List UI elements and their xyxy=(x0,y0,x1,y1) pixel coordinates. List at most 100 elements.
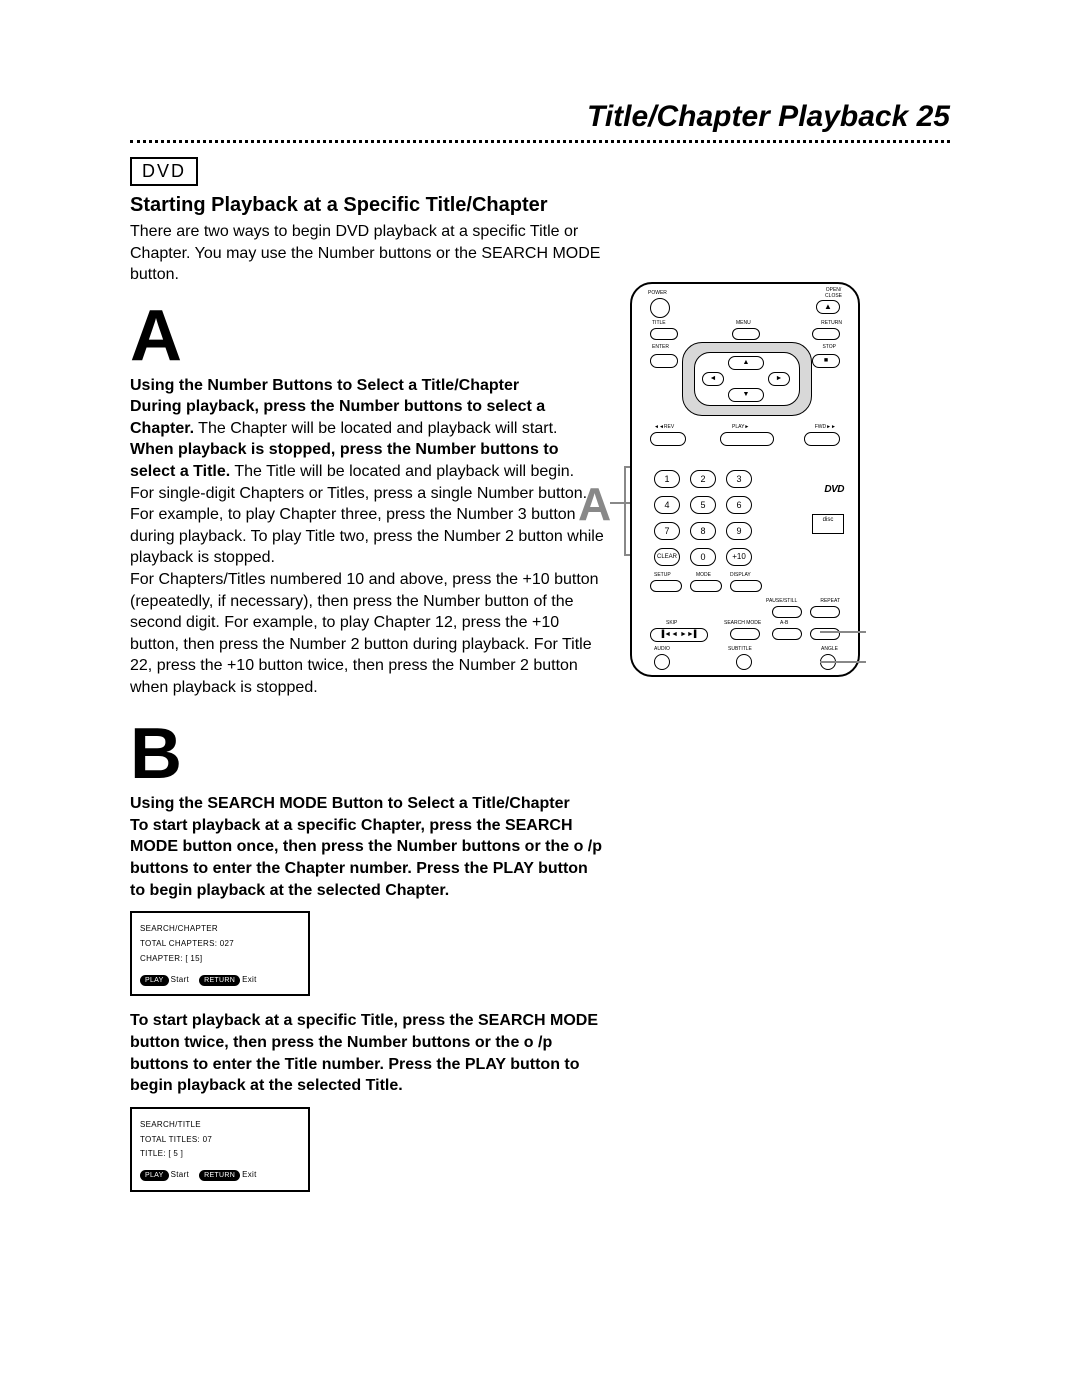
num-4: 4 xyxy=(654,496,680,514)
osd2-footer: PLAYStart RETURNExit xyxy=(140,1169,300,1182)
intro-text: There are two ways to begin DVD playback… xyxy=(130,221,610,286)
section-a-p2-rest: The Title will be located and playback w… xyxy=(230,463,574,480)
menu-button xyxy=(732,328,760,340)
callout-b-line-1 xyxy=(820,631,866,633)
search-label: SEARCH MODE xyxy=(724,620,761,626)
section-b-letter: B xyxy=(130,722,950,787)
osd2-l1: SEARCH/TITLE xyxy=(140,1119,300,1132)
dvd-badge: DVD xyxy=(130,157,198,186)
osd-box-chapter: SEARCH/CHAPTER TOTAL CHAPTERS: 027 CHAPT… xyxy=(130,911,310,996)
num-3: 3 xyxy=(726,470,752,488)
num-5: 5 xyxy=(690,496,716,514)
mode-label: MODE xyxy=(696,572,711,578)
setup-label: SETUP xyxy=(654,572,671,578)
ab-button xyxy=(772,628,802,640)
power-label: POWER xyxy=(648,290,667,296)
callout-a-bracket xyxy=(624,466,626,556)
display-label: DISPLAY xyxy=(730,572,751,578)
enter-label: ENTER xyxy=(652,344,669,350)
num-6: 6 xyxy=(726,496,752,514)
callout-b-line-2 xyxy=(820,661,866,663)
callout-a: A xyxy=(578,477,611,531)
ab-label: A-B xyxy=(780,620,788,626)
section-a-p1-rest: The Chapter will be located and playback… xyxy=(194,420,557,437)
osd1-return-pill: RETURN xyxy=(199,975,240,986)
dpad-down: ▼ xyxy=(728,388,764,402)
plus10-button: +10 xyxy=(726,548,752,566)
stop-button: ■ xyxy=(812,354,840,368)
section-b-sub: Using the SEARCH MODE Button to Select a… xyxy=(130,795,570,812)
audio-button xyxy=(654,654,670,670)
skip-label: SKIP xyxy=(666,620,677,626)
rev-button xyxy=(650,432,686,446)
num-2: 2 xyxy=(690,470,716,488)
setup-button xyxy=(650,580,682,592)
return-label: RETURN xyxy=(821,320,842,326)
clear-button: CLEAR xyxy=(654,548,680,566)
page-title: Title/Chapter Playback 25 xyxy=(130,100,950,134)
menu-label: MENU xyxy=(736,320,751,326)
osd1-play-pill: PLAY xyxy=(140,975,169,986)
num-1: 1 xyxy=(654,470,680,488)
osd1-exit: Exit xyxy=(242,975,257,984)
osd1-l2: TOTAL CHAPTERS: 027 xyxy=(140,938,300,951)
divider-dots xyxy=(130,140,950,143)
title-label: TITLE xyxy=(652,320,666,326)
skip-buttons: ▐◄◄ ►►▌ xyxy=(650,628,708,642)
play-button xyxy=(720,432,774,446)
subtitle-button xyxy=(736,654,752,670)
osd2-return-pill: RETURN xyxy=(199,1170,240,1181)
play-label: PLAY► xyxy=(732,424,749,430)
search-mode-button xyxy=(730,628,760,640)
rev-label: ◄◄REV xyxy=(654,424,674,430)
section-b-p1: To start playback at a specific Chapter,… xyxy=(130,817,602,899)
open-label: OPEN/ CLOSE xyxy=(825,287,842,299)
pause-label: PAUSE/STILL xyxy=(766,598,797,604)
dpad-up: ▲ xyxy=(728,356,764,370)
stop-label: STOP xyxy=(822,344,836,350)
section-a-body: Using the Number Buttons to Select a Tit… xyxy=(130,375,605,699)
num-9: 9 xyxy=(726,522,752,540)
dvd-logo: DVD xyxy=(824,484,844,495)
repeat2-button xyxy=(810,628,840,640)
osd1-footer: PLAYStart RETURNExit xyxy=(140,974,300,987)
section-a-p4: For Chapters/Titles numbered 10 and abov… xyxy=(130,571,599,696)
repeat-label: REPEAT xyxy=(820,598,840,604)
open-button: ▲ xyxy=(816,300,840,314)
osd2-start: Start xyxy=(171,1170,189,1179)
power-button xyxy=(650,298,670,318)
dpad-left: ◄ xyxy=(702,372,724,386)
page-title-text: Title/Chapter Playback xyxy=(587,100,908,133)
fwd-label: FWD►► xyxy=(815,424,836,430)
display-button xyxy=(730,580,762,592)
section-a-sub: Using the Number Buttons to Select a Tit… xyxy=(130,377,519,394)
section-a-p3: For single-digit Chapters or Titles, pre… xyxy=(130,485,604,567)
num-8: 8 xyxy=(690,522,716,540)
pause-button xyxy=(772,606,802,618)
section-b-p2: To start playback at a specific Title, p… xyxy=(130,1012,598,1094)
remote-body: POWER OPEN/ CLOSE ▲ TITLE MENU RETURN EN… xyxy=(630,282,860,677)
osd2-l2: TOTAL TITLES: 07 xyxy=(140,1134,300,1147)
osd2-l3: TITLE: [ 5 ] xyxy=(140,1148,300,1161)
num-7: 7 xyxy=(654,522,680,540)
audio-label: AUDIO xyxy=(654,646,670,652)
cd-badge: disc xyxy=(812,514,844,534)
osd1-l3: CHAPTER: [ 15] xyxy=(140,953,300,966)
osd1-start: Start xyxy=(171,975,189,984)
section-b-body-1: Using the SEARCH MODE Button to Select a… xyxy=(130,793,605,901)
return-button xyxy=(812,328,840,340)
title-button xyxy=(650,328,678,340)
osd-box-title: SEARCH/TITLE TOTAL TITLES: 07 TITLE: [ 5… xyxy=(130,1107,310,1192)
angle-label: ANGLE xyxy=(821,646,838,652)
section-b-body-2: To start playback at a specific Title, p… xyxy=(130,1010,605,1096)
subtitle-label: SUBTITLE xyxy=(728,646,752,652)
num-0: 0 xyxy=(690,548,716,566)
osd2-play-pill: PLAY xyxy=(140,1170,169,1181)
fwd-button xyxy=(804,432,840,446)
osd1-l1: SEARCH/CHAPTER xyxy=(140,923,300,936)
page-number: 25 xyxy=(917,100,950,133)
dpad-right: ► xyxy=(768,372,790,386)
enter-button xyxy=(650,354,678,368)
remote-illustration: A POWER OPEN/ CLOSE ▲ TITLE MENU RETURN … xyxy=(630,282,860,677)
section-heading: Starting Playback at a Specific Title/Ch… xyxy=(130,194,950,217)
